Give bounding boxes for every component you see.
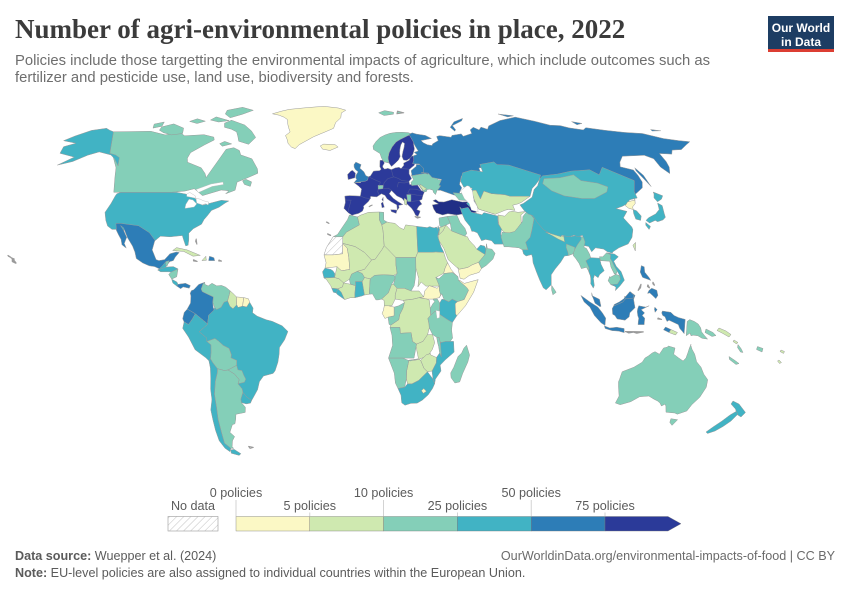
svg-text:75 policies: 75 policies (575, 499, 635, 513)
svg-text:25 policies: 25 policies (428, 499, 488, 513)
svg-text:No data: No data (171, 499, 215, 513)
svg-text:5 policies: 5 policies (284, 499, 337, 513)
svg-text:50 policies: 50 policies (501, 486, 561, 500)
svg-text:10 policies: 10 policies (354, 486, 414, 500)
svg-text:0 policies: 0 policies (210, 486, 263, 500)
